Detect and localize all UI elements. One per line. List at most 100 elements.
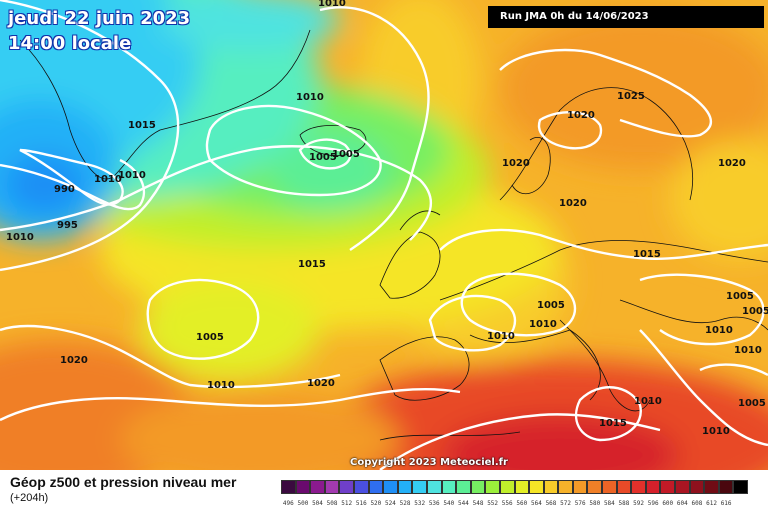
scale-swatch (339, 480, 354, 494)
scale-value: 608 (691, 500, 703, 507)
scale-swatch (660, 480, 676, 494)
scale-value: 560 (516, 500, 528, 507)
isobar-label: 1015 (633, 249, 661, 260)
scale-value: 544 (458, 500, 469, 507)
scale-value: 556 (501, 500, 513, 507)
isobar-label: 1020 (60, 355, 88, 366)
scale-value: 568 (545, 500, 557, 507)
scale-value: 596 (647, 500, 659, 507)
isobar-label: 1010 (118, 170, 146, 181)
isobar-label: 1020 (567, 110, 595, 121)
scale-swatch (733, 480, 748, 494)
scale-swatch (456, 480, 471, 494)
isobar-label: 1010 (702, 426, 730, 437)
scale-swatch (543, 480, 559, 494)
scale-swatch (412, 480, 427, 494)
coastlines (19, 29, 768, 441)
scale-swatch (587, 480, 603, 494)
scale-swatch (281, 480, 296, 494)
isobar-label: 1010 (705, 325, 733, 336)
isobar-label: 1020 (307, 378, 335, 389)
scale-value: 540 (443, 500, 455, 507)
scale-value: 588 (618, 500, 630, 507)
isobar-label: 1005 (726, 291, 754, 302)
scale-value: 516 (355, 500, 367, 507)
isobar-label: 1010 (318, 0, 346, 9)
scale-swatch (397, 480, 413, 494)
isobar-label: 1010 (529, 319, 557, 330)
copyright: Copyright 2023 Meteociel.fr (350, 457, 508, 468)
isobar-label: 1010 (734, 345, 762, 356)
scale-value: 520 (370, 500, 382, 507)
scale-swatch (470, 480, 486, 494)
scale-value: 528 (399, 500, 411, 507)
scale-value: 604 (676, 500, 688, 507)
legend-panel: Géop z500 et pression niveau mer (+204h)… (0, 470, 768, 512)
run-info: Run JMA 0h du 14/06/2023 (488, 6, 764, 28)
weather-map: 1010 1015 1010 1010 990 995 1010 1010 10… (0, 0, 768, 470)
scale-swatch (368, 480, 384, 494)
scale-value: 580 (589, 500, 601, 507)
isobar-label: 1010 (6, 232, 34, 243)
isobar-label: 1005 (196, 332, 224, 343)
scale-value: 600 (662, 500, 674, 507)
isobar-label: 1020 (559, 198, 587, 209)
scale-swatch (295, 480, 311, 494)
scale-value: 576 (574, 500, 586, 507)
isobar-label: 990 (54, 184, 75, 195)
isobar-label: 1010 (634, 396, 662, 407)
scale-swatch (426, 480, 442, 494)
scale-swatch (631, 480, 646, 494)
scale-swatch (689, 480, 705, 494)
scale-swatch (602, 480, 617, 494)
scale-value: 572 (560, 500, 571, 507)
scale-value: 504 (312, 500, 323, 507)
isobar-label: 1010 (207, 380, 235, 391)
isobar-label: 1015 (599, 418, 627, 429)
scale-value: 496 (282, 500, 294, 507)
scale-value: 508 (326, 500, 338, 507)
scale-value: 536 (428, 500, 440, 507)
scale-value: 616 (720, 500, 732, 507)
isobar-label: 1020 (718, 158, 746, 169)
isobar-label: 1010 (487, 331, 515, 342)
scale-value: 552 (487, 500, 499, 507)
color-scale (281, 480, 748, 496)
legend-title: Géop z500 et pression niveau mer (10, 474, 237, 490)
scale-value: 532 (414, 500, 426, 507)
scale-swatch (675, 480, 690, 494)
scale-value: 584 (603, 500, 615, 507)
isobar-label: 995 (57, 220, 78, 231)
scale-value: 612 (706, 500, 717, 507)
scale-swatch (499, 480, 515, 494)
scale-swatch (558, 480, 573, 494)
scale-value: 512 (341, 500, 353, 507)
isobar-label: 1005 (738, 398, 766, 409)
scale-swatch (616, 480, 632, 494)
forecast-date: jeudi 22 juin 2023 (8, 8, 191, 29)
scale-value: 548 (472, 500, 484, 507)
isobars (0, 0, 768, 470)
scale-value: 592 (633, 500, 644, 507)
scale-swatch (529, 480, 544, 494)
scale-value: 500 (297, 500, 309, 507)
scale-swatch (514, 480, 530, 494)
isobar-label: 1005 (537, 300, 565, 311)
scale-swatch (441, 480, 457, 494)
isobar-label: 1005 (309, 152, 337, 163)
scale-swatch (383, 480, 398, 494)
isobar-label: 1005 (332, 149, 360, 160)
scale-swatch (324, 480, 340, 494)
scale-value: 564 (530, 500, 542, 507)
isobar-label: 1015 (128, 120, 156, 131)
scale-swatch (645, 480, 661, 494)
isobar-label: 1010 (94, 174, 122, 185)
isobar-label: 1015 (298, 259, 326, 270)
forecast-time: 14:00 locale (8, 33, 132, 54)
scale-swatch (353, 480, 369, 494)
scale-swatch (310, 480, 325, 494)
scale-swatch (485, 480, 500, 494)
isobar-label: 1025 (617, 91, 645, 102)
scale-swatch (718, 480, 734, 494)
